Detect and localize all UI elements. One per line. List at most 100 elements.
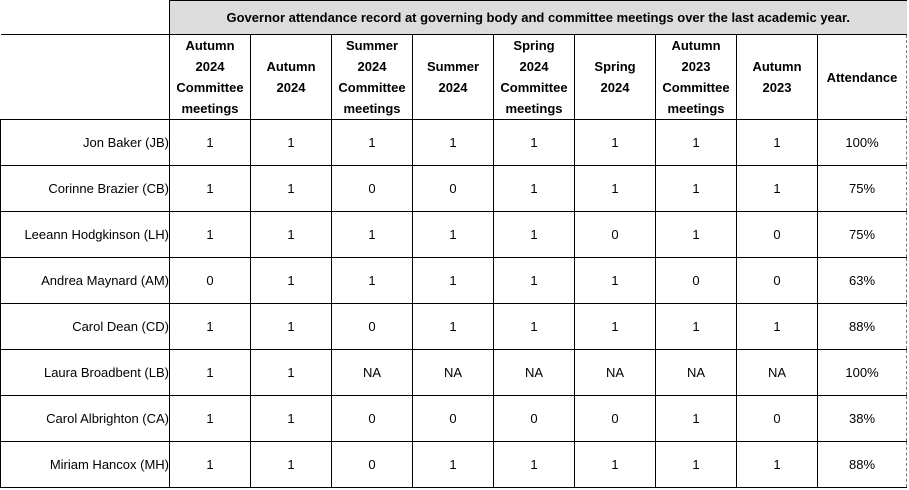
table-row: Jon Baker (JB) 1 1 1 1 1 1 1 1 100% xyxy=(0,119,907,166)
attendance-value-cell: 1 xyxy=(493,441,575,488)
attendance-value-cell: 1 xyxy=(250,349,332,396)
attendance-value-cell: 0 xyxy=(331,303,413,350)
column-header-line: meetings xyxy=(343,101,401,116)
attendance-value-cell: 1 xyxy=(655,119,737,166)
attendance-value-cell: 1 xyxy=(169,395,251,442)
governor-name-cell: Corinne Brazier (CB) xyxy=(0,165,170,212)
attendance-value-cell: 1 xyxy=(331,211,413,258)
attendance-value-cell: NA xyxy=(736,349,818,396)
attendance-value-cell: 1 xyxy=(250,211,332,258)
column-header: Summer 2024 xyxy=(412,34,494,120)
attendance-value-cell: 0 xyxy=(574,211,656,258)
governor-name-cell: Leeann Hodgkinson (LH) xyxy=(0,211,170,258)
column-header-line: 2023 xyxy=(762,80,792,95)
attendance-value-cell: 1 xyxy=(412,303,494,350)
attendance-value-cell: 1 xyxy=(736,165,818,212)
column-header-line: 2023 xyxy=(681,59,711,74)
attendance-value-cell: 1 xyxy=(574,441,656,488)
column-header-line: Autumn xyxy=(671,38,721,53)
attendance-value-cell: 0 xyxy=(736,257,818,304)
column-header-line: Committee xyxy=(662,80,730,95)
table-row: Laura Broadbent (LB) 1 1 NA NA NA NA NA NA 100% xyxy=(0,349,907,396)
attendance-value-cell: 1 xyxy=(331,119,413,166)
column-header-line: Autumn xyxy=(266,59,316,74)
column-header-line: 2024 xyxy=(357,59,387,74)
governor-name-cell: Jon Baker (JB) xyxy=(0,119,170,166)
attendance-value-cell: 1 xyxy=(169,303,251,350)
attendance-value-cell: 0 xyxy=(574,395,656,442)
column-header-line: Committee xyxy=(338,80,406,95)
attendance-value-cell: 1 xyxy=(169,165,251,212)
attendance-value-cell: 1 xyxy=(250,119,332,166)
attendance-value-cell: 1 xyxy=(655,441,737,488)
attendance-value-cell: 1 xyxy=(493,119,575,166)
attendance-value-cell: 1 xyxy=(412,211,494,258)
column-header-line: Summer xyxy=(345,38,399,53)
attendance-value-cell: 1 xyxy=(250,303,332,350)
table-row: Leeann Hodgkinson (LH) 1 1 1 1 1 0 1 0 75% xyxy=(0,211,907,258)
attendance-value-cell: 1 xyxy=(169,441,251,488)
column-header-line: Attendance xyxy=(826,69,898,85)
governor-name-cell: Laura Broadbent (LB) xyxy=(0,349,170,396)
governor-name-cell: Miriam Hancox (MH) xyxy=(0,441,170,488)
governor-name-cell: Carol Dean (CD) xyxy=(0,303,170,350)
attendance-value-cell: 1 xyxy=(574,119,656,166)
column-header-line: meetings xyxy=(181,101,239,116)
attendance-value-cell: 1 xyxy=(736,303,818,350)
column-header-line: Spring xyxy=(513,38,555,53)
attendance-value-cell: 0 xyxy=(412,165,494,212)
column-header-line: Autumn xyxy=(185,38,235,53)
attendance-value-cell: 1 xyxy=(574,257,656,304)
header-corner-cell xyxy=(0,34,170,120)
table-row: Corinne Brazier (CB) 1 1 0 0 1 1 1 1 75% xyxy=(0,165,907,212)
column-header-line: 2024 xyxy=(195,59,225,74)
attendance-percent-cell: 63% xyxy=(817,257,907,304)
attendance-value-cell: 1 xyxy=(574,165,656,212)
attendance-value-cell: 1 xyxy=(574,303,656,350)
column-header: Autumn 2024 xyxy=(250,34,332,120)
attendance-value-cell: 1 xyxy=(412,441,494,488)
attendance-value-cell: 0 xyxy=(736,395,818,442)
attendance-value-cell: 0 xyxy=(493,395,575,442)
attendance-value-cell: 1 xyxy=(250,395,332,442)
attendance-value-cell: NA xyxy=(331,349,413,396)
attendance-value-cell: NA xyxy=(574,349,656,396)
column-header-line: Committee xyxy=(500,80,568,95)
attendance-percent-cell: 88% xyxy=(817,441,907,488)
header-row: Autumn 2024 Committee meetings Autumn 2024 Sum… xyxy=(0,34,907,120)
column-header: Autumn 2023 xyxy=(736,34,818,120)
column-header: Autumn 2023 Committee meetings xyxy=(655,34,737,120)
attendance-value-cell: 1 xyxy=(493,257,575,304)
attendance-value-cell: NA xyxy=(655,349,737,396)
attendance-value-cell: 0 xyxy=(412,395,494,442)
table-row: Carol Dean (CD) 1 1 0 1 1 1 1 1 88% xyxy=(0,303,907,350)
attendance-value-cell: 1 xyxy=(655,165,737,212)
attendance-value-cell: 1 xyxy=(655,211,737,258)
column-header-line: 2024 xyxy=(438,80,468,95)
table-row: Andrea Maynard (AM) 0 1 1 1 1 1 0 0 63% xyxy=(0,257,907,304)
table-body: Jon Baker (JB) 1 1 1 1 1 1 1 1 100% Corinne Brazie… xyxy=(0,119,907,488)
attendance-percent-cell: 75% xyxy=(817,165,907,212)
column-header: Autumn 2024 Committee meetings xyxy=(169,34,251,120)
attendance-value-cell: 1 xyxy=(655,395,737,442)
attendance-value-cell: 1 xyxy=(169,349,251,396)
attendance-value-cell: 1 xyxy=(655,303,737,350)
column-header-line: meetings xyxy=(505,101,563,116)
attendance-value-cell: NA xyxy=(493,349,575,396)
column-header: Attendance xyxy=(817,34,907,120)
attendance-value-cell: 1 xyxy=(493,303,575,350)
attendance-value-cell: 1 xyxy=(331,257,413,304)
attendance-value-cell: 1 xyxy=(169,119,251,166)
column-header-line: Spring xyxy=(594,59,636,74)
attendance-value-cell: 0 xyxy=(655,257,737,304)
attendance-value-cell: 0 xyxy=(169,257,251,304)
attendance-value-cell: 1 xyxy=(493,211,575,258)
attendance-percent-cell: 75% xyxy=(817,211,907,258)
attendance-value-cell: 1 xyxy=(250,257,332,304)
attendance-value-cell: 1 xyxy=(412,257,494,304)
column-header-line: 2024 xyxy=(519,59,549,74)
table-row: Carol Albrighton (CA) 1 1 0 0 0 0 1 0 38% xyxy=(0,395,907,442)
attendance-value-cell: 1 xyxy=(736,441,818,488)
title-corner-cell xyxy=(0,0,170,35)
